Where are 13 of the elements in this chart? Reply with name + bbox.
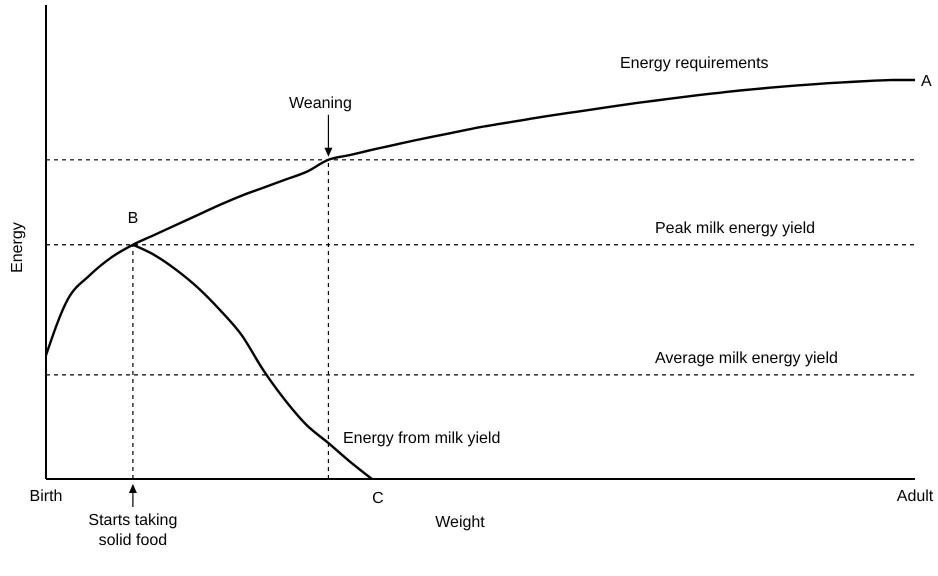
x-axis-title: Weight [435,514,486,531]
annotation: B [128,210,138,227]
text: Starts taking solid food [88,512,178,549]
text: A [921,73,932,90]
ref-line-label: Average milk energy yield [655,350,838,367]
y-axis-title: Energy [9,222,26,273]
ref-line-label: Peak milk energy yield [655,220,816,237]
annotation: Weaning [288,94,352,112]
series-label: Energy from milk yield [343,430,500,447]
x-tick-label: Adult [896,488,934,505]
x-tick-label: Birth [30,488,62,505]
series-label: Energy requirements [620,55,769,72]
text: C [372,490,384,507]
